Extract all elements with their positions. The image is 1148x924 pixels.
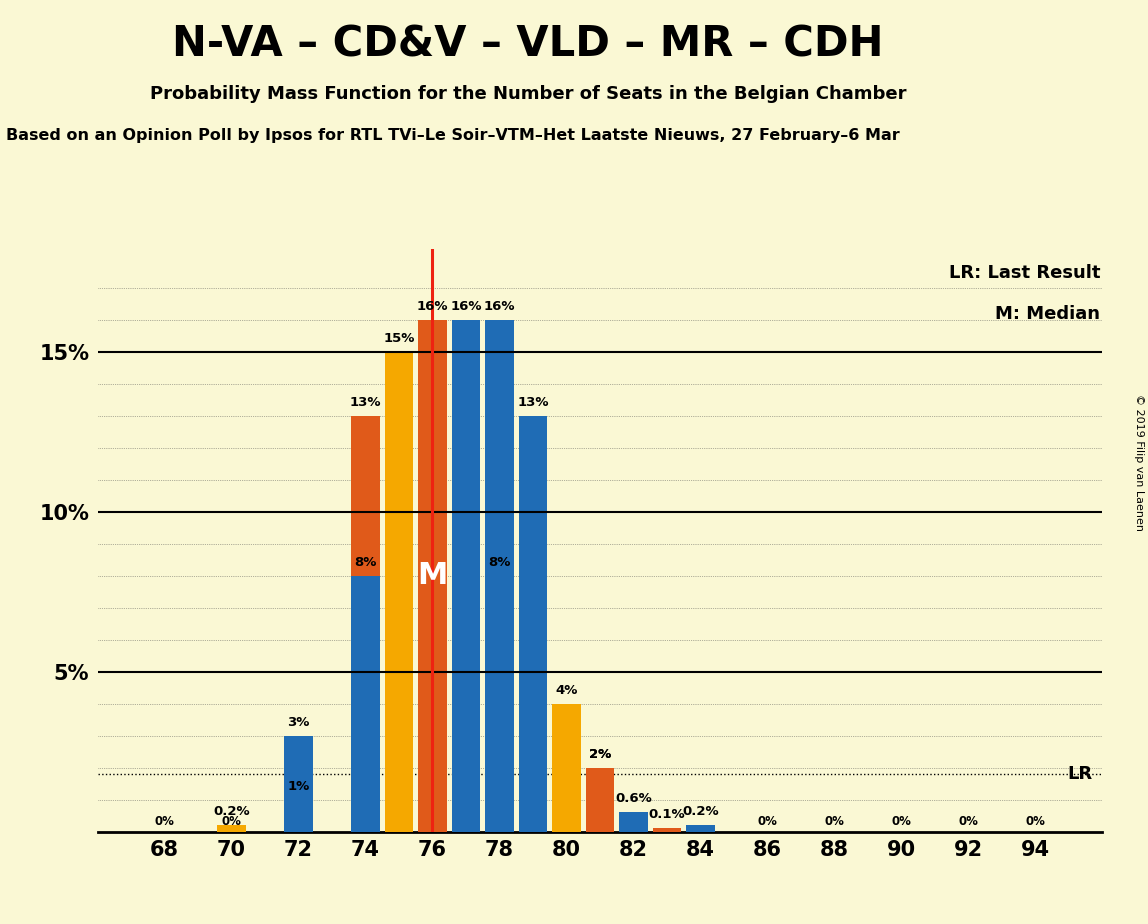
Bar — [619, 812, 647, 832]
Bar — [486, 320, 513, 832]
Text: 0%: 0% — [155, 815, 174, 828]
Text: 16%: 16% — [450, 299, 482, 313]
Bar — [652, 829, 681, 832]
Text: 16%: 16% — [417, 299, 448, 313]
Text: 0%: 0% — [222, 815, 241, 828]
Bar — [418, 320, 447, 832]
Text: 0.2%: 0.2% — [682, 805, 719, 818]
Bar — [217, 825, 246, 832]
Text: 3%: 3% — [287, 715, 310, 729]
Text: 8%: 8% — [488, 555, 511, 568]
Bar — [451, 320, 480, 832]
Text: © 2019 Filip van Laenen: © 2019 Filip van Laenen — [1134, 394, 1143, 530]
Text: 16%: 16% — [483, 299, 515, 313]
Bar — [385, 352, 413, 832]
Text: M: M — [417, 561, 448, 590]
Text: 0%: 0% — [824, 815, 844, 828]
Text: 0%: 0% — [1025, 815, 1045, 828]
Bar — [285, 799, 312, 832]
Text: 13%: 13% — [350, 395, 381, 408]
Text: LR: LR — [1066, 765, 1092, 783]
Bar — [486, 576, 513, 832]
Bar — [351, 416, 380, 832]
Text: 13%: 13% — [517, 395, 549, 408]
Text: 0.1%: 0.1% — [649, 808, 685, 821]
Text: 0%: 0% — [758, 815, 777, 828]
Text: 4%: 4% — [556, 684, 577, 697]
Bar — [552, 704, 581, 832]
Bar — [585, 768, 614, 832]
Text: N-VA – CD&V – VLD – MR – CDH: N-VA – CD&V – VLD – MR – CDH — [172, 23, 884, 65]
Text: M: Median: M: Median — [995, 305, 1100, 322]
Text: 15%: 15% — [383, 332, 414, 345]
Text: 0.6%: 0.6% — [615, 793, 652, 806]
Text: LR: Last Result: LR: Last Result — [948, 264, 1100, 282]
Text: 1%: 1% — [287, 780, 310, 793]
Text: 0%: 0% — [891, 815, 912, 828]
Text: 0.2%: 0.2% — [214, 805, 250, 818]
Text: 8%: 8% — [355, 555, 377, 568]
Text: Based on an Opinion Poll by Ipsos for RTL TVi–Le Soir–VTM–Het Laatste Nieuws, 27: Based on an Opinion Poll by Ipsos for RT… — [6, 128, 900, 142]
Text: 2%: 2% — [589, 748, 611, 760]
Bar — [687, 825, 714, 832]
Text: 2%: 2% — [589, 748, 611, 760]
Bar — [285, 736, 312, 832]
Bar — [519, 416, 548, 832]
Text: 0%: 0% — [959, 815, 978, 828]
Bar — [585, 768, 614, 832]
Text: Probability Mass Function for the Number of Seats in the Belgian Chamber: Probability Mass Function for the Number… — [150, 85, 906, 103]
Bar — [351, 576, 380, 832]
